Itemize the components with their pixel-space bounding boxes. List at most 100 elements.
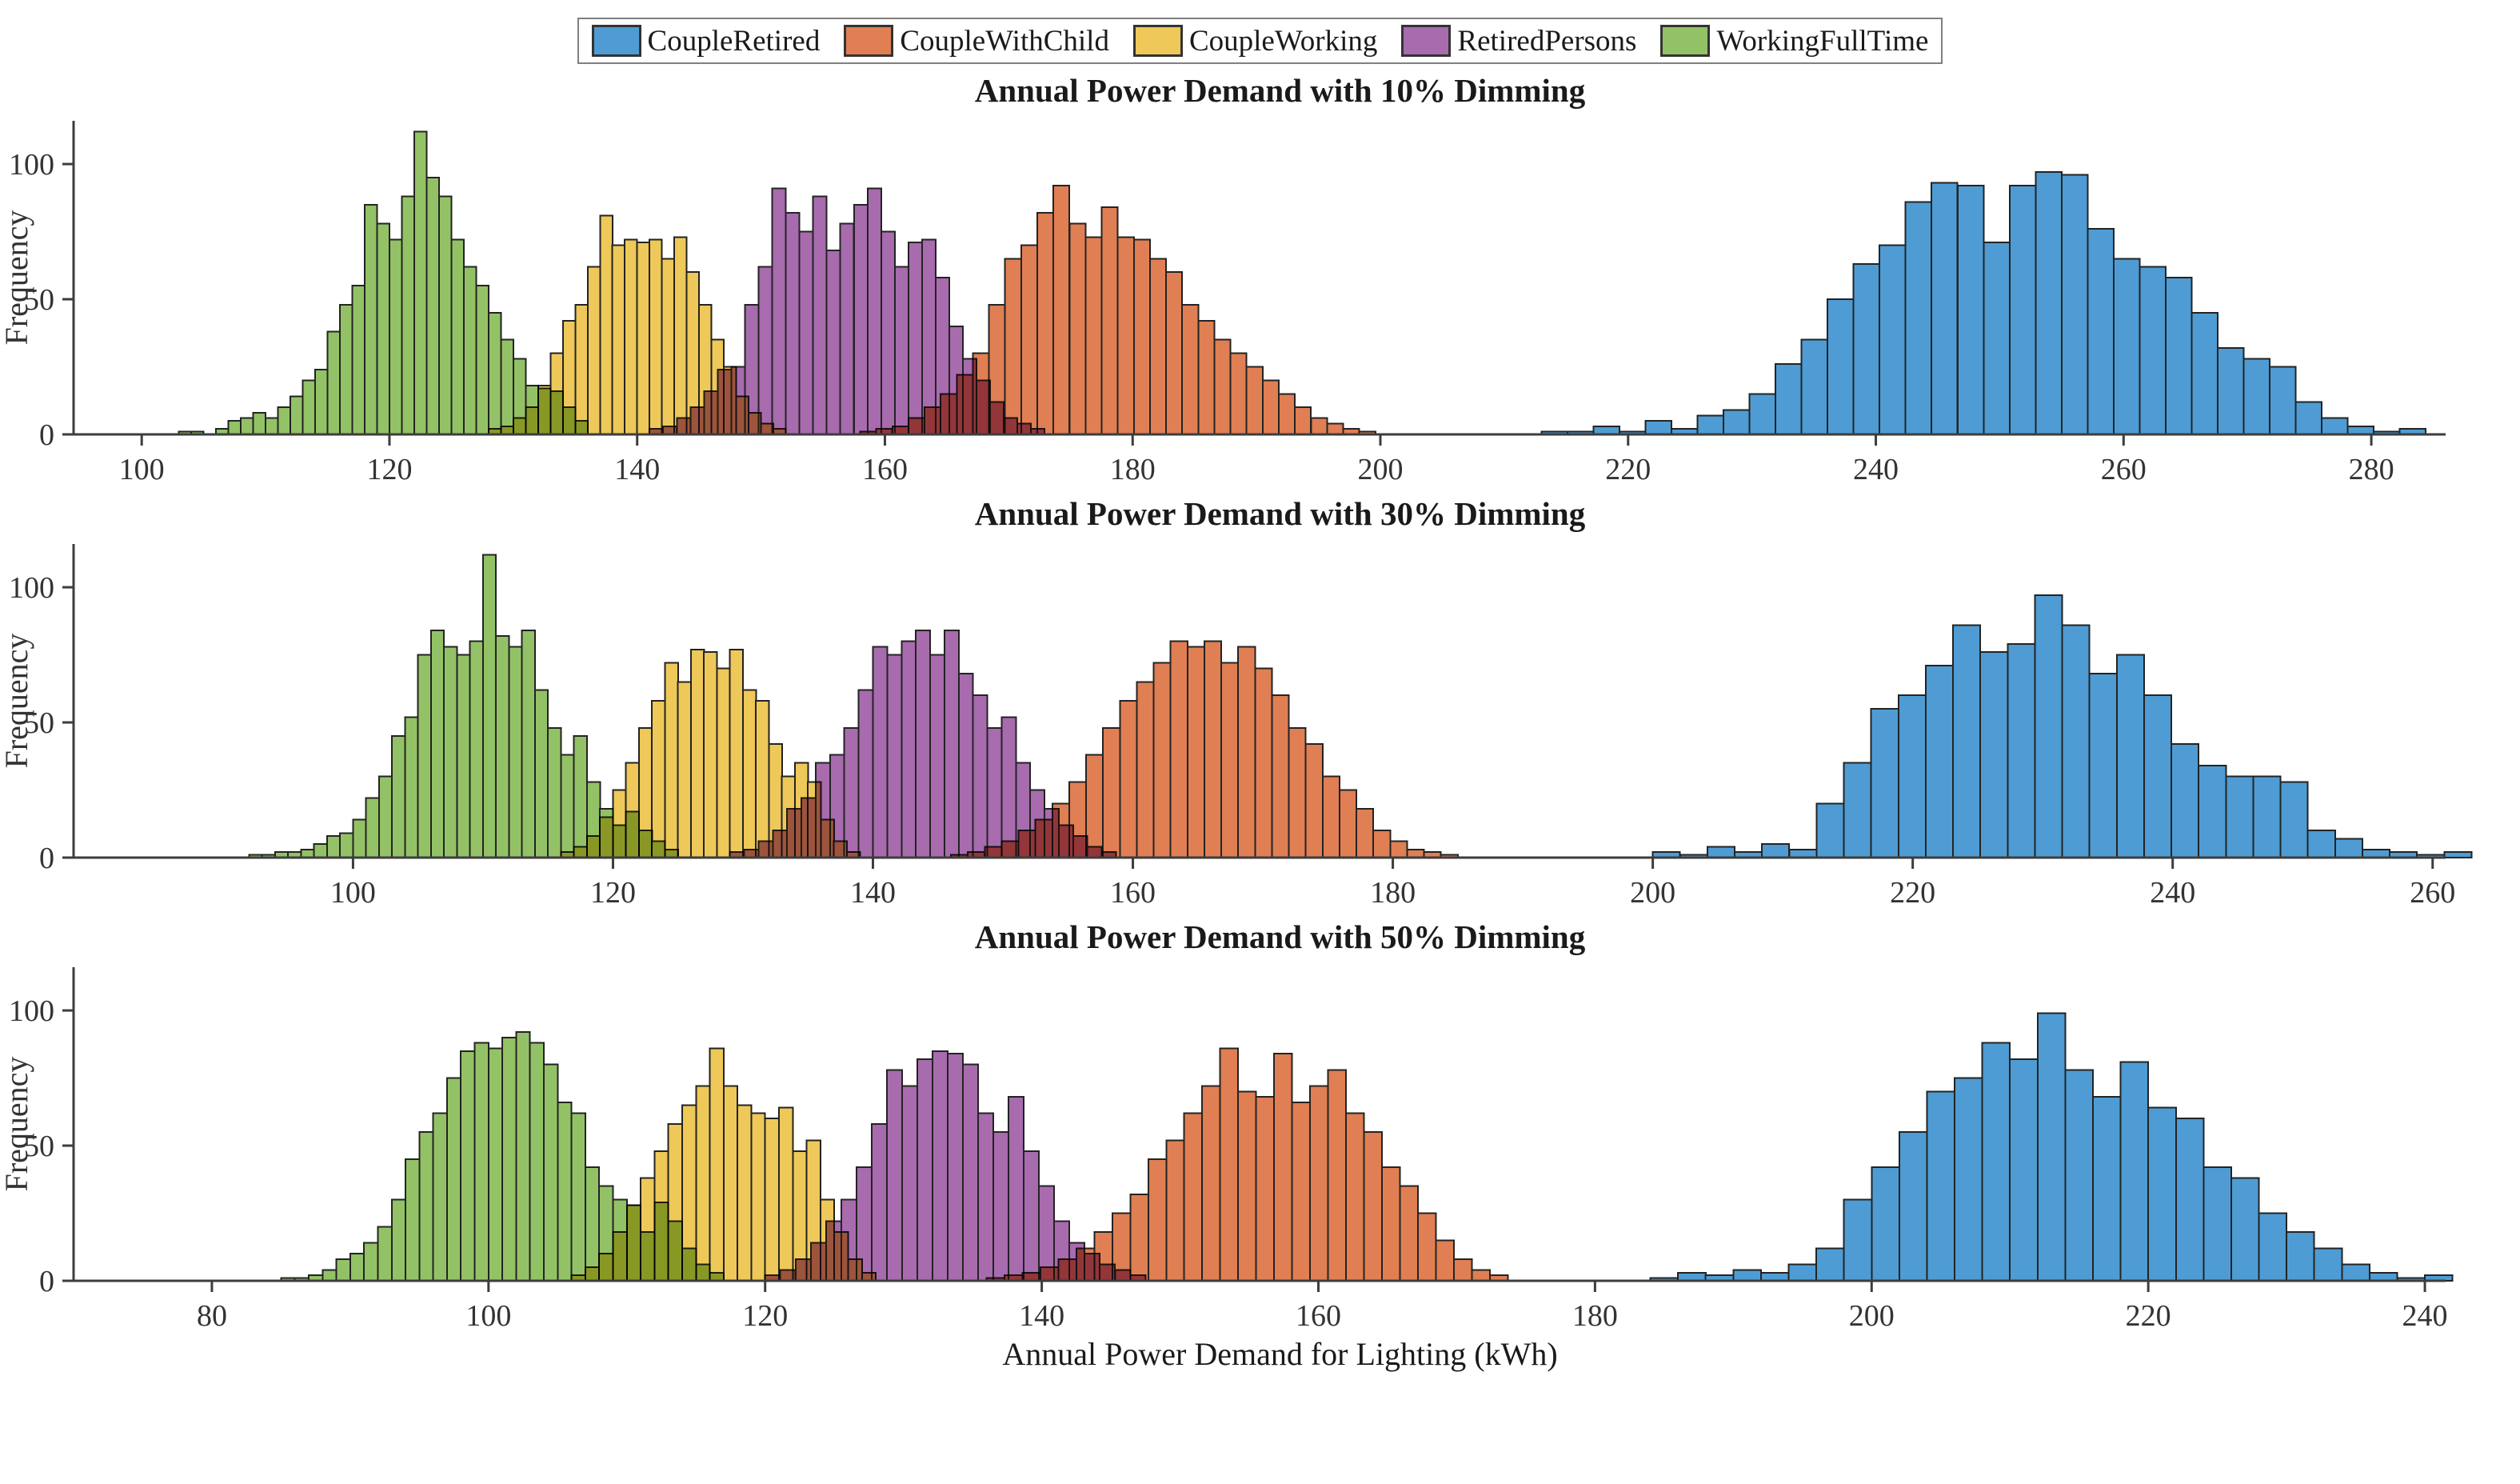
histogram-bar [709, 1272, 725, 1282]
histogram-bar [962, 358, 978, 436]
histogram-bar [1389, 840, 1408, 859]
histogram-bar [450, 238, 465, 436]
histogram-bar [1072, 835, 1088, 859]
histogram-bar [917, 1058, 933, 1282]
histogram-bar [2009, 1058, 2039, 1282]
histogram-bar [570, 1112, 586, 1282]
histogram-bar [989, 401, 1005, 436]
histogram-bar [612, 824, 627, 859]
histogram-bar [1237, 646, 1256, 859]
histogram-bar [653, 1202, 669, 1282]
histogram-bar [1852, 263, 1881, 436]
histogram-bar [651, 840, 666, 859]
histogram-bar [364, 203, 378, 436]
histogram-bar [446, 1078, 462, 1282]
histogram-bar [1114, 1269, 1132, 1282]
histogram-panel-10pct: Annual Power Demand with 10% Dimming 100… [0, 72, 2520, 487]
histogram-bar [986, 727, 1003, 859]
histogram-bar [667, 1221, 684, 1282]
histogram-bar [1197, 320, 1216, 436]
histogram-bar [676, 417, 692, 436]
histogram-bar [1084, 236, 1103, 436]
histogram-bar [1787, 1264, 1818, 1282]
tick-labels: 100 120 140 160 180 200 220 240 260 280 0 50 100 [9, 148, 2394, 486]
histogram-bar [929, 654, 945, 859]
histogram-bar [2064, 1069, 2094, 1282]
histogram-bar [2165, 277, 2193, 436]
histogram-bar [339, 832, 354, 859]
histogram-bar [1057, 824, 1074, 859]
histogram-bar [764, 1118, 781, 1282]
histogram-bar [2258, 1212, 2288, 1282]
histogram-bar [1245, 366, 1264, 436]
histogram-bar [377, 1226, 393, 1282]
histogram-bar [690, 649, 705, 859]
histogram-bar [1983, 242, 2011, 436]
histogram-series-retiredpersons [729, 630, 1117, 859]
histogram-bar [418, 1131, 434, 1282]
histogram-bar [404, 716, 419, 859]
histogram-bar [695, 1264, 711, 1282]
histogram-bar [1417, 1212, 1437, 1282]
y-axis-label: Frequency [0, 1057, 34, 1192]
histogram-bar [1453, 1258, 1473, 1282]
histogram-bar [1181, 303, 1200, 436]
histogram-bar [1271, 694, 1290, 859]
histogram-bar [1399, 1186, 1419, 1282]
histogram-bar [1220, 662, 1240, 859]
histogram-bar [561, 406, 577, 436]
histogram-bar [525, 385, 539, 436]
histogram-bar [2147, 1107, 2177, 1282]
histogram-bar [1956, 185, 1985, 436]
histogram-bar [390, 1199, 407, 1282]
histogram-bar [716, 667, 731, 859]
histogram-bar [2306, 830, 2336, 859]
histogram-bar [1136, 681, 1155, 859]
histogram-bar [339, 303, 353, 436]
histogram-bar [2217, 347, 2245, 436]
x-tick-label: 160 [862, 453, 908, 486]
histogram-bar [481, 554, 497, 859]
histogram-bar [695, 1086, 711, 1282]
histogram-bar [2036, 1012, 2067, 1282]
histogram-bar [2060, 174, 2089, 436]
histogram-bar [972, 694, 988, 859]
histogram-bar [1981, 1042, 2011, 1282]
y-tick-label: 50 [24, 706, 54, 740]
histogram-bar [557, 1102, 573, 1282]
histogram-bar [1219, 1047, 1240, 1282]
histogram-bar [1706, 846, 1735, 859]
x-tick-label: 100 [119, 453, 165, 486]
histogram-bar [737, 1104, 753, 1282]
histogram-bar [1310, 417, 1328, 436]
histogram-bar [584, 1166, 601, 1282]
histogram-bar [325, 835, 341, 859]
histogram-bar [1254, 667, 1273, 859]
x-tick-label: 160 [1110, 876, 1156, 910]
histogram-bar [779, 1269, 797, 1282]
histogram-bar [812, 195, 828, 436]
histogram-bar [2203, 1166, 2232, 1282]
histogram-bar [1099, 1264, 1116, 1282]
histogram-bar [801, 797, 817, 859]
histogram-bar [786, 808, 803, 859]
histogram-bar [1321, 775, 1340, 859]
histogram-bar [880, 230, 896, 436]
histogram-bar [1038, 1186, 1056, 1282]
histogram-bar [992, 1131, 1010, 1282]
histogram-bar [1165, 1139, 1185, 1282]
legend-label: CoupleWorking [1188, 24, 1378, 58]
histogram-bar [512, 358, 527, 436]
histogram-bar [2362, 849, 2391, 859]
histogram-bar [957, 673, 974, 859]
histogram-bar [612, 1199, 628, 1282]
histogram-bar [681, 1247, 697, 1282]
histogram-bar [1904, 201, 1933, 436]
x-tick-label: 140 [614, 453, 660, 486]
histogram-bar [487, 1047, 504, 1282]
histogram-bar [2242, 358, 2270, 436]
x-tick-label: 200 [1358, 453, 1404, 486]
histogram-bar [1068, 222, 1087, 436]
axes [62, 121, 2446, 446]
histogram-bar [1723, 409, 1751, 436]
